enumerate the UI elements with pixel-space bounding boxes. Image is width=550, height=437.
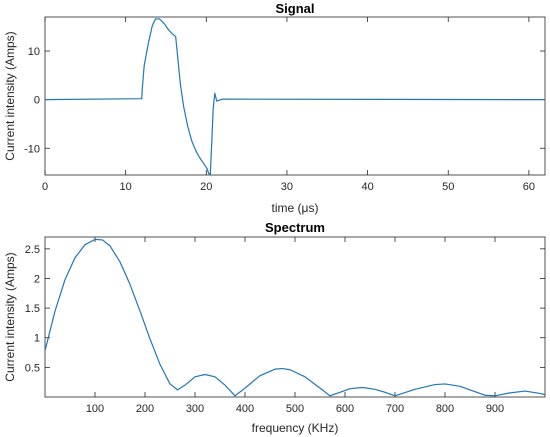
spectrum-y-tick-label: 2 (34, 273, 40, 285)
spectrum-x-tick-label: 700 (386, 403, 404, 415)
spectrum-y-tick-label: 0.5 (25, 362, 40, 374)
spectrum-plot-frame (44, 236, 546, 398)
signal-title: Signal (275, 1, 314, 16)
signal-x-axis-label: time (μs) (272, 201, 319, 215)
spectrum-x-tick-label: 100 (86, 403, 104, 415)
spectrum-series-line (44, 238, 546, 397)
signal-x-tick-label: 0 (42, 181, 48, 193)
signal-x-tick-label: 60 (523, 181, 535, 193)
spectrum-x-tick-label: 600 (336, 403, 354, 415)
signal-x-tick-label: 20 (200, 181, 212, 193)
signal-y-tick-label: -10 (24, 143, 40, 155)
signal-x-tick-label: 30 (281, 181, 293, 193)
signal-y-tick-label: 0 (34, 95, 40, 107)
signal-series-line (44, 18, 546, 175)
signal-x-tick-label: 40 (361, 181, 373, 193)
spectrum-title: Spectrum (265, 220, 325, 235)
spectrum-x-tick-label: 400 (236, 403, 254, 415)
spectrum-x-tick-label: 500 (286, 403, 304, 415)
signal-y-tick-label: 10 (28, 46, 40, 58)
spectrum-x-tick-label: 300 (186, 403, 204, 415)
signal-plot-frame (44, 16, 546, 176)
signal-x-tick-label: 10 (120, 181, 132, 193)
signal-y-axis-label: Current intensity (Amps) (3, 31, 17, 160)
spectrum-axes: 100 200 300 400 500 600 700 800 900 0.5 1 1.5 2 2.5 Sp… (3, 220, 546, 435)
spectrum-y-tick-label: 1 (34, 333, 40, 345)
spectrum-x-axis-label: frequency (KHz) (252, 421, 339, 435)
spectrum-y-tick-label: 1.5 (25, 303, 40, 315)
spectrum-x-tick-label: 900 (486, 403, 504, 415)
spectrum-y-tick-label: 2.5 (25, 244, 40, 256)
signal-axes: 0 10 20 30 40 50 60 -10 0 10 Signal time (μs) Curren… (3, 1, 546, 215)
spectrum-y-axis-label: Current intensity (Amps) (3, 252, 17, 381)
spectrum-x-tick-label: 200 (136, 403, 154, 415)
signal-x-tick-label: 50 (442, 181, 454, 193)
spectrum-x-tick-label: 800 (436, 403, 454, 415)
